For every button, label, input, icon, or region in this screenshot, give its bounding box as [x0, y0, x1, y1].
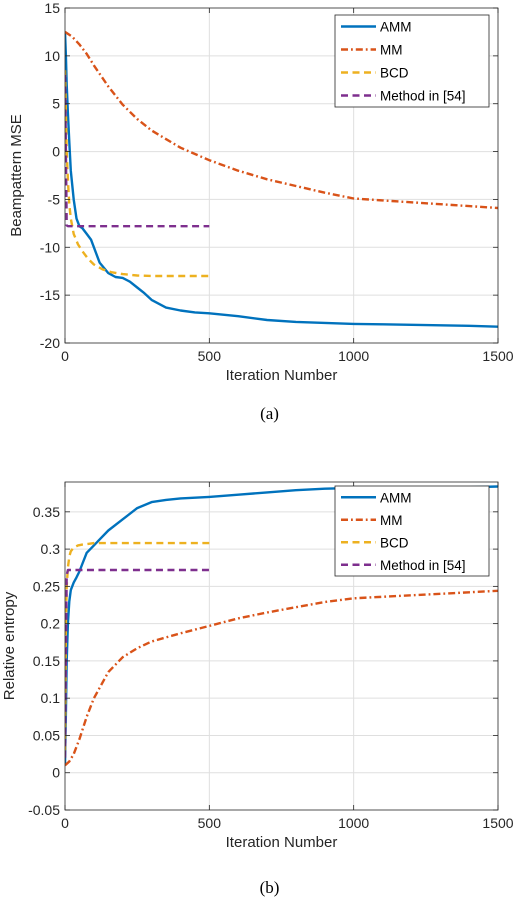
legend-box: [334, 14, 490, 108]
legend: AMM MM BCD Method in [54]: [334, 14, 490, 108]
x-tick-label: 0: [61, 348, 69, 364]
series-line-method-in-54: [65, 74, 210, 228]
series-line-bcd: [65, 70, 210, 278]
y-axis-label: Relative entropy: [1, 591, 18, 700]
legend-label: AMM: [380, 20, 412, 35]
x-tick-label: 500: [198, 815, 222, 831]
legend-label: MM: [380, 43, 403, 58]
y-axis-label: Beampattern MSE: [8, 114, 25, 237]
axes-box: [64, 481, 499, 811]
x-tick-label: 1000: [338, 348, 369, 364]
y-tick-label: 0.1: [41, 690, 61, 706]
y-tick-label: -0.05: [28, 802, 60, 818]
x-tick-label: 0: [61, 815, 69, 831]
y-tick-label: 0.35: [33, 504, 60, 520]
legend-box: [334, 485, 490, 577]
y-tick-label: 0.25: [33, 578, 60, 594]
axes-box: [64, 7, 499, 344]
legend-label: Method in [54]: [380, 558, 466, 573]
y-tick-label: -15: [40, 287, 60, 303]
legend-label: BCD: [380, 66, 409, 81]
y-tick-label: 5: [52, 96, 60, 112]
x-tick-label: 1500: [482, 815, 513, 831]
series-line-bcd: [65, 541, 210, 751]
series-line-method-in-54: [65, 568, 210, 758]
x-tick-label: 1000: [338, 815, 369, 831]
legend-label: AMM: [380, 490, 412, 505]
x-tick-label: 1500: [482, 348, 513, 364]
legend-label: Method in [54]: [380, 89, 466, 104]
y-tick-label: 0: [52, 144, 60, 160]
y-tick-label: 0.3: [41, 541, 61, 557]
y-tick-label: 15: [44, 0, 60, 16]
figure-caption: (b): [260, 878, 280, 897]
legend-label: BCD: [380, 535, 409, 550]
chart-b: 0 500 1000 1500-0.0500.050.10.150.20.250.30…: [1, 481, 514, 897]
series-line-amm: [65, 31, 498, 328]
x-axis-label: Iteration Number: [226, 367, 338, 384]
series-line-mm: [65, 30, 498, 210]
y-tick-label: -10: [40, 239, 60, 255]
legend: AMM MM BCD Method in [54]: [334, 485, 490, 577]
figure-caption: (a): [260, 404, 279, 423]
y-tick-label: 0.15: [33, 653, 60, 669]
y-tick-label: 0.05: [33, 727, 60, 743]
x-tick-label: 500: [198, 348, 222, 364]
y-tick-label: 0.2: [41, 616, 61, 632]
chart-a: 0 500 1000 1500 -20 -15 -10 -5 0 5 10 15 Iteration N…: [8, 0, 514, 423]
y-tick-label: 0: [52, 765, 60, 781]
y-tick-label: -5: [48, 191, 61, 207]
x-axis-label: Iteration Number: [226, 834, 338, 851]
legend-label: MM: [380, 513, 403, 528]
series-group: [65, 30, 498, 328]
y-tick-label: 10: [44, 48, 60, 64]
y-tick-label: -20: [40, 335, 60, 351]
